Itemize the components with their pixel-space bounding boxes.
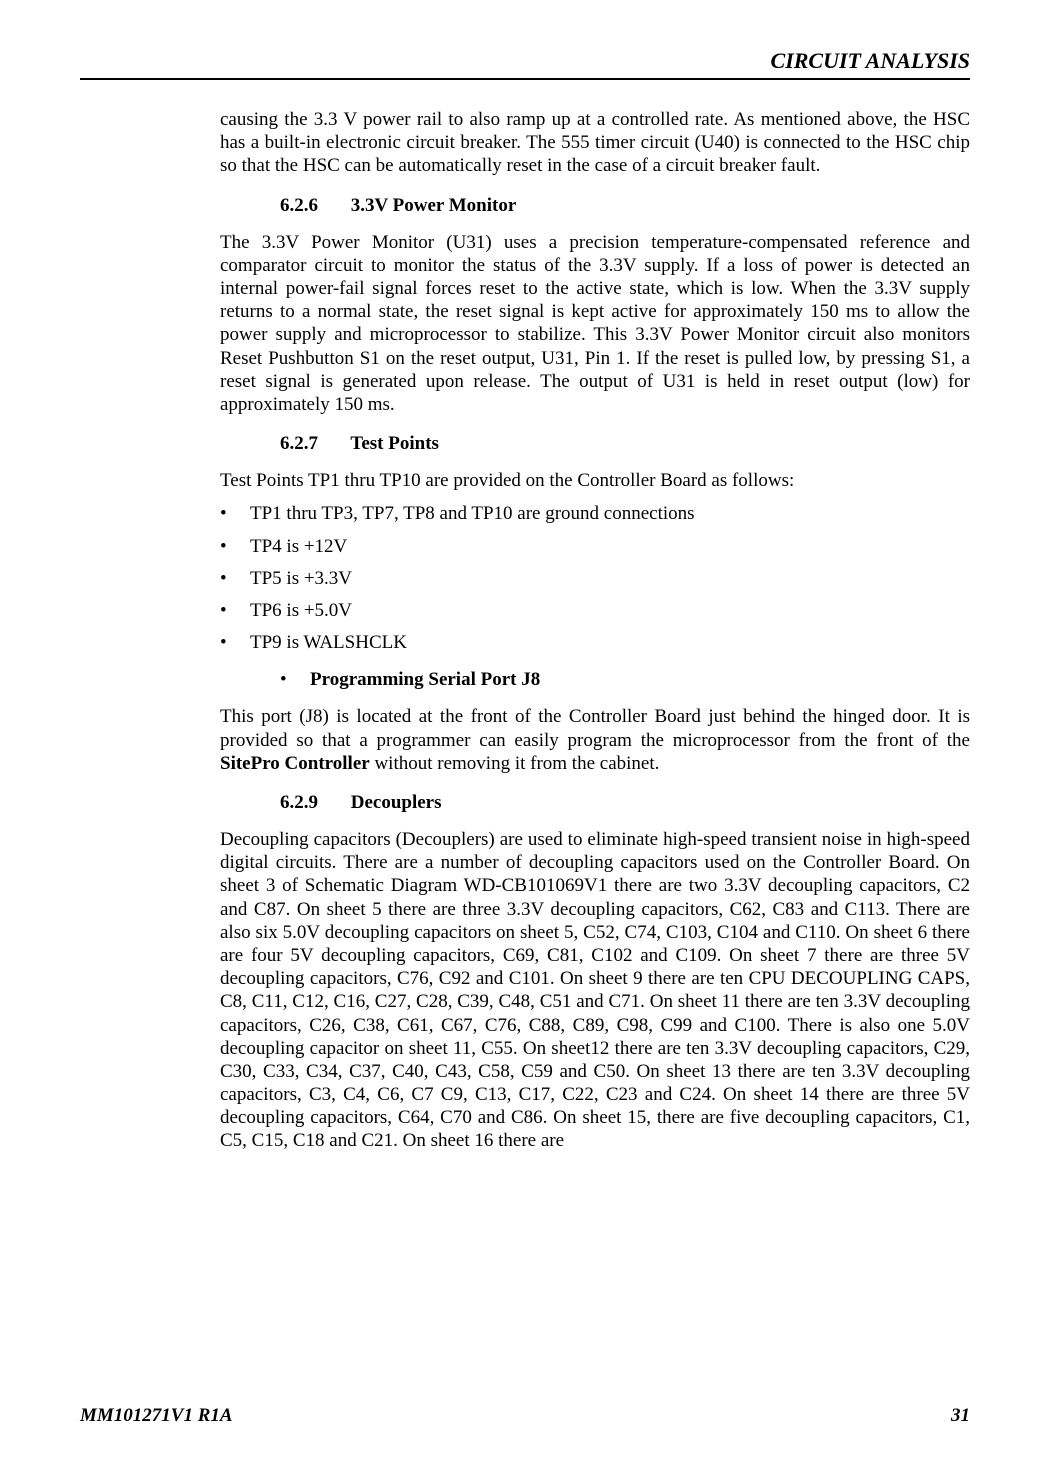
page-header-title: CIRCUIT ANALYSIS (80, 48, 970, 74)
page-content: causing the 3.3 V power rail to also ram… (220, 108, 970, 1153)
text-run: without removing it from the cabinet. (370, 753, 660, 774)
section-heading-629: 6.2.9 Decouplers (280, 791, 970, 814)
list-item: TP6 is +5.0V (220, 599, 970, 622)
section-title: 3.3V Power Monitor (351, 195, 517, 216)
section-title: Test Points (350, 433, 439, 454)
footer-left: MM101271V1 R1A (80, 1405, 233, 1427)
header-rule (80, 78, 970, 80)
section-heading-627: 6.2.7 Test Points (280, 432, 970, 455)
section-title: Programming Serial Port J8 (310, 669, 540, 690)
list-item: TP9 is WALSHCLK (220, 631, 970, 654)
section-number: 6.2.9 (280, 791, 346, 814)
footer-page-number: 31 (951, 1405, 970, 1427)
list-item: TP1 thru TP3, TP7, TP8 and TP10 are grou… (220, 502, 970, 525)
section-heading-628: Programming Serial Port J8 (280, 668, 970, 691)
paragraph: The 3.3V Power Monitor (U31) uses a prec… (220, 231, 970, 416)
paragraph: causing the 3.3 V power rail to also ram… (220, 108, 970, 178)
section-number: 6.2.6 (280, 194, 346, 217)
paragraph: Test Points TP1 thru TP10 are provided o… (220, 469, 970, 492)
page-footer: MM101271V1 R1A 31 (80, 1405, 970, 1427)
text-bold: SitePro Controller (220, 753, 370, 774)
list-item: TP4 is +12V (220, 535, 970, 558)
paragraph: This port (J8) is located at the front o… (220, 705, 970, 775)
section-title: Decouplers (351, 792, 442, 813)
test-points-list: TP1 thru TP3, TP7, TP8 and TP10 are grou… (220, 502, 970, 654)
list-item: TP5 is +3.3V (220, 567, 970, 590)
section-heading-626: 6.2.6 3.3V Power Monitor (280, 194, 970, 217)
section-number: 6.2.7 (280, 432, 346, 455)
paragraph: Decoupling capacitors (Decouplers) are u… (220, 828, 970, 1152)
text-run: This port (J8) is located at the front o… (220, 706, 970, 750)
